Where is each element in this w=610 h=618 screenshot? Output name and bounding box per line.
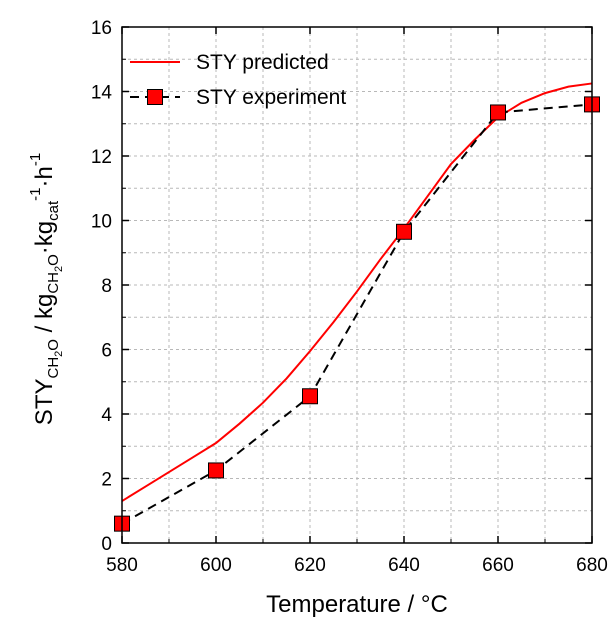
x-tick-label: 680 bbox=[576, 555, 608, 576]
y-axis-title-part: 2 bbox=[53, 266, 65, 272]
y-tick-label: 10 bbox=[91, 212, 112, 233]
plot-frame bbox=[121, 26, 593, 544]
y-axis-title-part: ·kg bbox=[31, 221, 58, 254]
legend-marker-sty-experiment bbox=[147, 89, 163, 105]
series-line-sty-experiment bbox=[121, 103, 593, 525]
x-tick-label: 600 bbox=[200, 555, 232, 576]
y-axis-title-part: CH bbox=[45, 357, 62, 379]
y-axis-title-part: / kg bbox=[31, 294, 58, 339]
legend: STY predicted STY experiment bbox=[130, 51, 346, 109]
y-tick-label: 0 bbox=[101, 534, 112, 555]
y-axis-title: STYCH2O / kgCH2O·kgcat-1·h-1 bbox=[27, 153, 65, 425]
grid bbox=[122, 27, 592, 543]
x-tick-label: 660 bbox=[482, 555, 514, 576]
x-axis-title: Temperature / °C bbox=[266, 591, 448, 618]
axis-ticks: 580 600 620 640 660 680 0 2 4 6 8 10 12 14 16 bbox=[91, 18, 608, 576]
y-tick-label: 16 bbox=[91, 18, 112, 39]
y-tick-label: 6 bbox=[101, 341, 112, 362]
series-layer bbox=[114, 82, 600, 532]
y-axis-title-part: CH bbox=[45, 272, 62, 294]
y-axis-title-part: -1 bbox=[27, 188, 44, 201]
y-tick-label: 4 bbox=[101, 405, 112, 426]
x-tick-label: 640 bbox=[388, 555, 420, 576]
legend-label-sty-experiment: STY experiment bbox=[196, 86, 346, 109]
y-tick-label: 8 bbox=[101, 276, 112, 297]
data-point-sty-experiment bbox=[490, 104, 506, 121]
y-tick-label: 2 bbox=[101, 470, 112, 491]
y-axis-title-part: ·h bbox=[31, 166, 58, 187]
y-axis-title-part: O bbox=[45, 339, 62, 351]
data-point-sty-experiment bbox=[208, 462, 224, 479]
y-tick-label: 14 bbox=[91, 83, 113, 104]
series-line-sty-predicted bbox=[121, 82, 593, 502]
y-axis-title-part: -1 bbox=[27, 153, 44, 166]
y-axis-title-part: 2 bbox=[53, 351, 65, 357]
y-axis-title-part: O bbox=[45, 254, 62, 266]
data-point-sty-experiment bbox=[302, 388, 318, 405]
x-tick-label: 620 bbox=[294, 555, 326, 576]
y-tick-label: 12 bbox=[91, 147, 112, 168]
y-axis-title-part: STY bbox=[31, 379, 58, 426]
y-axis-title-part: cat bbox=[45, 200, 62, 221]
x-tick-label: 580 bbox=[106, 555, 138, 576]
legend-label-sty-predicted: STY predicted bbox=[196, 51, 329, 74]
data-point-sty-experiment bbox=[396, 223, 412, 240]
